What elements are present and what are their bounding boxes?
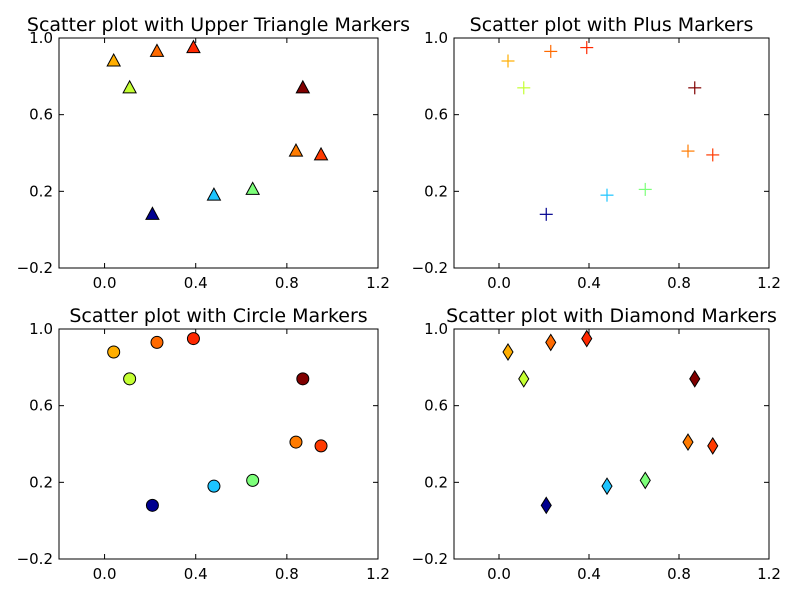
x-tick-label: 0.8 bbox=[275, 274, 299, 292]
data-point bbox=[517, 81, 531, 95]
y-tick-label: 0.6 bbox=[29, 397, 53, 415]
y-tick-label: 1.0 bbox=[29, 29, 53, 47]
panel-diamond: Scatter plot with Diamond Markers 0.0 0.4… bbox=[412, 305, 781, 583]
data-point bbox=[688, 81, 702, 95]
axes-frame bbox=[58, 328, 379, 560]
y-tick-label: 0.2 bbox=[29, 473, 53, 491]
y-tick-label: 0.6 bbox=[29, 106, 53, 124]
data-point bbox=[150, 335, 164, 349]
y-tick-label: −0.2 bbox=[17, 259, 53, 277]
y-tick-label: 0.2 bbox=[424, 473, 448, 491]
data-point bbox=[295, 79, 311, 94]
data-point bbox=[149, 43, 165, 57]
data-point bbox=[313, 146, 329, 161]
x-tick-label: 1.2 bbox=[366, 565, 390, 583]
data-point bbox=[706, 148, 720, 162]
data-point bbox=[707, 436, 719, 455]
y-tick-label: 1.0 bbox=[424, 29, 448, 47]
data-point bbox=[689, 369, 701, 388]
data-point bbox=[580, 41, 594, 55]
y-tick-label: −0.2 bbox=[412, 550, 448, 568]
data-point bbox=[545, 333, 557, 352]
data-point bbox=[123, 372, 137, 386]
axes-frame bbox=[453, 37, 770, 269]
x-tick-label: 0.0 bbox=[487, 565, 511, 583]
data-point bbox=[106, 52, 122, 67]
y-tick-label: 0.6 bbox=[424, 106, 448, 124]
data-point bbox=[288, 143, 304, 157]
data-point bbox=[502, 343, 514, 361]
y-tick-label: 1.0 bbox=[424, 320, 448, 338]
data-point bbox=[544, 44, 558, 58]
x-tick-label: 1.2 bbox=[757, 565, 781, 583]
data-point bbox=[681, 144, 695, 158]
data-point bbox=[501, 54, 515, 68]
chart-title: Scatter plot with Diamond Markers bbox=[446, 305, 777, 327]
y-tick-label: 0.2 bbox=[29, 182, 53, 200]
y-tick-label: 0.6 bbox=[424, 397, 448, 415]
data-point bbox=[145, 206, 160, 220]
panel-circle: Scatter plot with Circle Markers 0.0 0.4 0… bbox=[17, 305, 390, 583]
x-tick-label: 1.2 bbox=[366, 274, 390, 292]
x-tick-label: 0.0 bbox=[487, 274, 511, 292]
data-point bbox=[314, 439, 328, 453]
data-point bbox=[107, 345, 121, 359]
chart-title: Scatter plot with Circle Markers bbox=[69, 305, 367, 327]
x-tick-label: 0.4 bbox=[184, 565, 208, 583]
axes-frame bbox=[453, 328, 770, 560]
data-point bbox=[518, 369, 530, 388]
data-point bbox=[296, 372, 310, 386]
panel-plus: Scatter plot with Plus Markers 0.0 0.4 0.8… bbox=[412, 14, 781, 292]
chart-title: Scatter plot with Upper Triangle Markers bbox=[27, 14, 410, 36]
y-tick-label: 1.0 bbox=[29, 320, 53, 338]
y-tick-label: −0.2 bbox=[412, 259, 448, 277]
data-point bbox=[186, 332, 200, 346]
x-tick-label: 0.0 bbox=[93, 274, 117, 292]
data-point bbox=[581, 329, 593, 348]
data-point bbox=[638, 182, 652, 196]
data-point bbox=[245, 181, 261, 195]
data-point bbox=[639, 471, 651, 490]
x-tick-label: 0.4 bbox=[184, 274, 208, 292]
x-tick-label: 0.0 bbox=[93, 565, 117, 583]
y-tick-label: −0.2 bbox=[17, 550, 53, 568]
data-point bbox=[122, 79, 137, 94]
data-point bbox=[600, 188, 614, 202]
y-tick-label: 0.2 bbox=[424, 182, 448, 200]
data-point bbox=[206, 187, 222, 201]
data-point bbox=[246, 473, 260, 487]
data-point bbox=[207, 479, 221, 493]
data-point bbox=[601, 477, 613, 496]
data-point bbox=[540, 496, 552, 515]
axes-frame bbox=[58, 37, 379, 269]
chart-title: Scatter plot with Plus Markers bbox=[470, 14, 754, 36]
panel-upper-triangle: Scatter plot with Upper Triangle Markers… bbox=[17, 14, 411, 292]
data-point bbox=[539, 207, 553, 221]
x-tick-label: 0.4 bbox=[577, 565, 601, 583]
data-point bbox=[145, 498, 159, 512]
data-point bbox=[289, 435, 303, 449]
x-tick-label: 0.4 bbox=[577, 274, 601, 292]
x-tick-label: 0.8 bbox=[275, 565, 299, 583]
data-point bbox=[186, 39, 201, 54]
x-tick-label: 0.8 bbox=[667, 565, 691, 583]
x-tick-label: 1.2 bbox=[757, 274, 781, 292]
data-point bbox=[682, 433, 694, 452]
x-tick-label: 0.8 bbox=[667, 274, 691, 292]
